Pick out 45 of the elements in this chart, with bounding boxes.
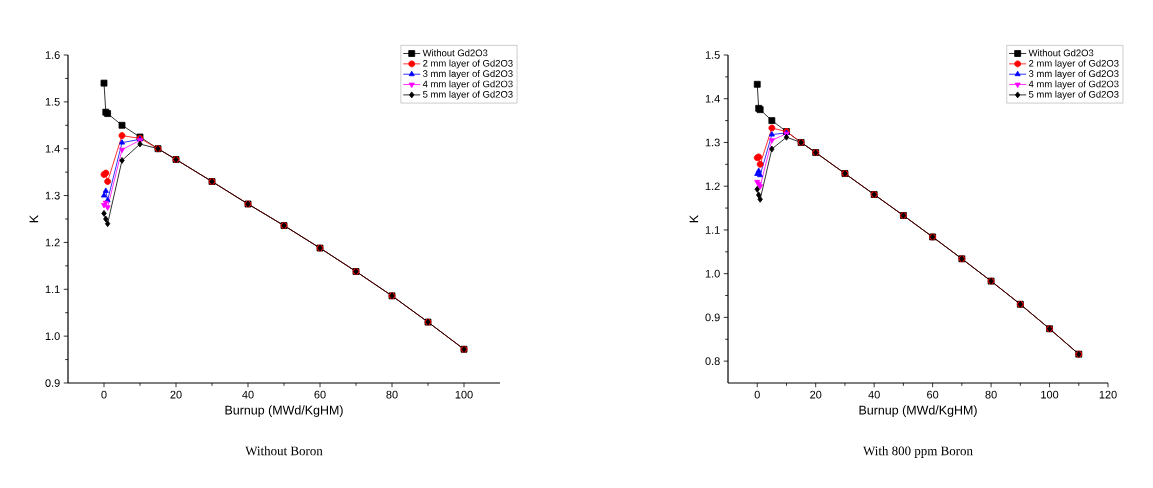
text: With 800 ppm Boron bbox=[863, 446, 973, 458]
y-tick-label: 1.5 bbox=[45, 98, 60, 106]
y-tick-label: 1.2 bbox=[45, 238, 60, 247]
x-tick-label: 100 bbox=[1041, 390, 1059, 399]
text: Without Boron bbox=[245, 446, 323, 456]
legend-label: 5 mm layer of Gd2O3 bbox=[423, 90, 513, 100]
legend-label: Without Gd2O3 bbox=[1028, 49, 1094, 57]
y-tick-label: 1.0 bbox=[45, 332, 60, 341]
x-tick-label: 60 bbox=[314, 390, 326, 399]
x-tick-label: 20 bbox=[170, 390, 182, 399]
x-tick-label: 0 bbox=[101, 390, 107, 399]
y-tick-label: 0.8 bbox=[705, 357, 720, 366]
y-tick-label: 1.2 bbox=[705, 182, 720, 191]
x-tick-label: 100 bbox=[455, 390, 473, 399]
y-tick-label: 1.6 bbox=[45, 51, 60, 59]
y-tick-label: 1.3 bbox=[705, 138, 720, 147]
x-axis-title: Burnup (MWd/KgHM) bbox=[225, 405, 343, 417]
x-tick-label: 80 bbox=[985, 390, 997, 399]
x-tick-label: 40 bbox=[868, 390, 880, 399]
y-tick-label: 1.1 bbox=[45, 285, 60, 294]
legend-label: 5 mm layer of Gd2O3 bbox=[1028, 90, 1119, 100]
y-axis-title: K bbox=[29, 214, 39, 223]
legend-label: 4 mm layer of Gd2O3 bbox=[1028, 80, 1119, 90]
legend-label: 3 mm layer of Gd2O3 bbox=[1028, 70, 1119, 79]
legend-label: 2 mm layer of Gd2O3 bbox=[423, 59, 513, 69]
y-tick-label: 1.0 bbox=[705, 269, 720, 278]
y-tick-label: 1.3 bbox=[45, 191, 60, 200]
y-axis-title: K bbox=[689, 214, 699, 223]
y-tick-label: 1.5 bbox=[705, 51, 720, 59]
x-tick-label: 40 bbox=[242, 390, 254, 399]
y-tick-label: 1.4 bbox=[45, 144, 60, 153]
y-tick-label: 0.9 bbox=[705, 313, 720, 322]
y-tick-label: 1.4 bbox=[705, 94, 720, 103]
legend-label: 3 mm layer of Gd2O3 bbox=[422, 70, 513, 79]
legend-label: 2 mm layer of Gd2O3 bbox=[1029, 59, 1119, 69]
legend-label: Without Gd2O3 bbox=[422, 49, 488, 57]
y-tick-label: 1.1 bbox=[705, 226, 720, 234]
x-tick-label: 20 bbox=[810, 390, 822, 399]
x-tick-label: 60 bbox=[927, 390, 939, 399]
x-tick-label: 80 bbox=[386, 390, 398, 399]
legend-label: 4 mm layer of Gd2O3 bbox=[422, 80, 513, 90]
x-axis-title: Burnup (MWd/KgHM) bbox=[859, 405, 977, 417]
x-tick-label: 120 bbox=[1099, 390, 1117, 399]
x-tick-label: 0 bbox=[754, 390, 760, 399]
y-tick-label: 0.9 bbox=[45, 379, 60, 387]
